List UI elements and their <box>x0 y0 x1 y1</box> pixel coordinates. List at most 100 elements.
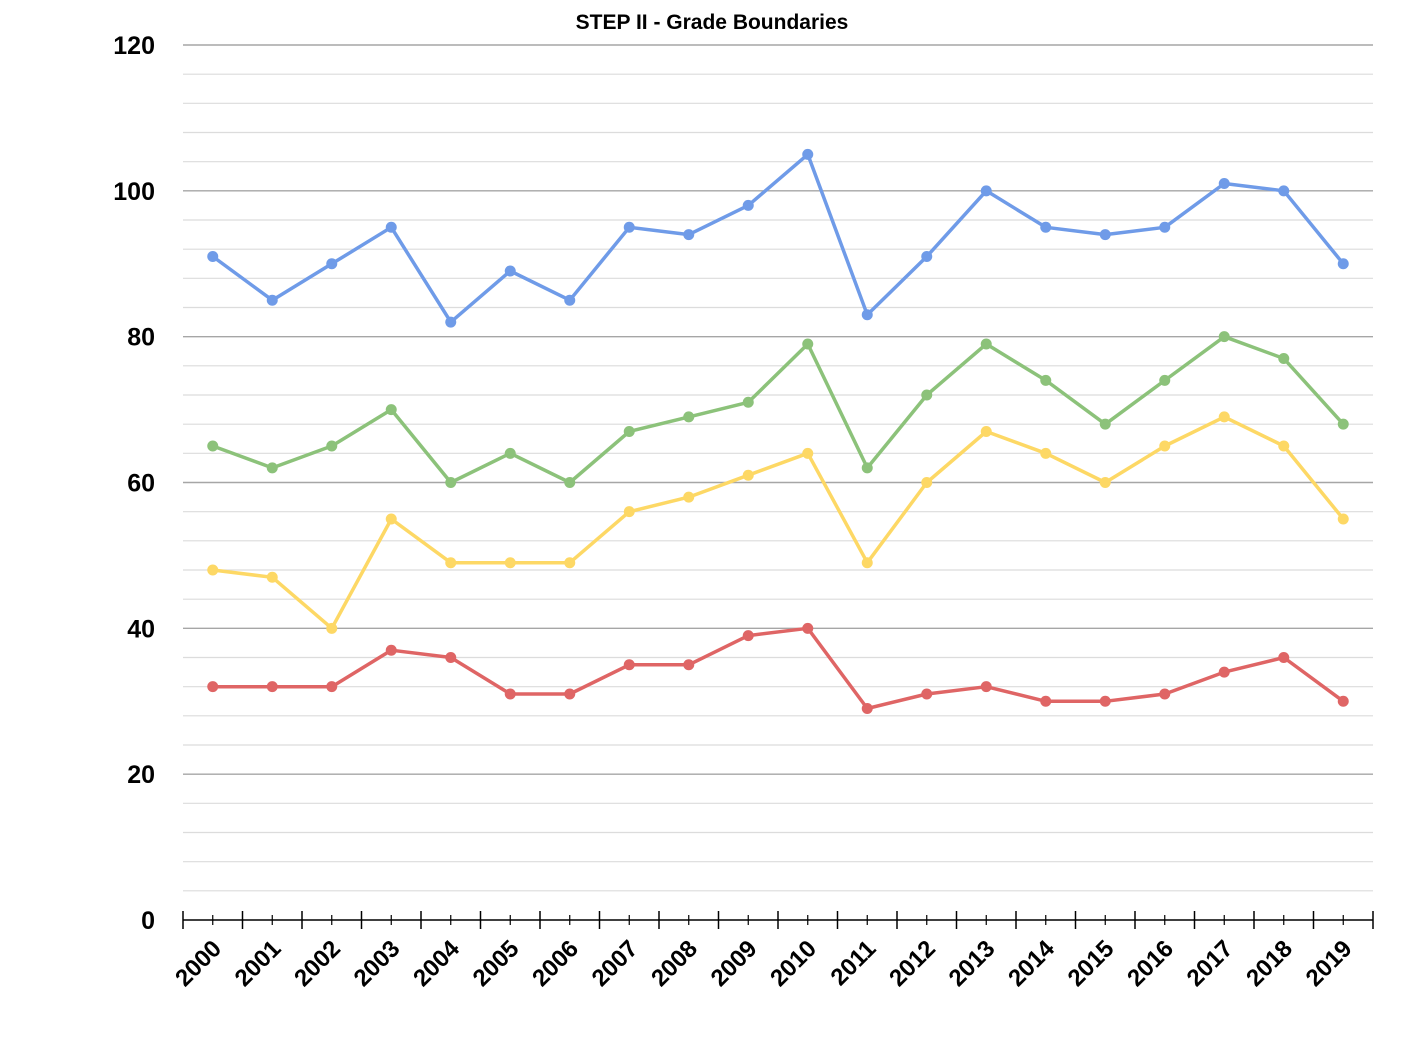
data-point <box>207 564 219 576</box>
data-point <box>385 513 397 525</box>
data-point <box>1099 695 1111 707</box>
data-point <box>266 462 278 474</box>
y-tick-label: 40 <box>127 615 155 643</box>
data-point <box>266 571 278 583</box>
data-point <box>266 294 278 306</box>
data-point <box>1278 185 1290 197</box>
data-point <box>861 703 873 715</box>
x-tick-label: 2013 <box>944 935 1001 992</box>
data-point <box>207 440 219 452</box>
data-point <box>1218 411 1230 423</box>
data-point <box>1337 513 1349 525</box>
data-point <box>564 557 576 569</box>
data-point <box>921 477 933 488</box>
x-tick-label: 2002 <box>289 935 346 992</box>
data-point <box>802 338 814 350</box>
data-point <box>1278 440 1290 452</box>
x-tick-label: 2007 <box>587 935 644 992</box>
data-point <box>980 425 992 437</box>
data-point <box>921 250 933 262</box>
x-tick-label: 2005 <box>468 935 525 992</box>
data-point <box>504 688 516 700</box>
data-point <box>623 506 635 518</box>
x-tick-label: 2019 <box>1301 935 1358 992</box>
data-point <box>683 659 695 671</box>
data-point <box>266 681 278 693</box>
data-point <box>1159 440 1171 452</box>
y-tick-label: 60 <box>127 470 155 498</box>
data-point <box>921 688 933 700</box>
data-point <box>1040 221 1052 233</box>
series-2 <box>207 331 1349 488</box>
data-point <box>1337 418 1349 430</box>
data-point <box>385 404 397 416</box>
data-point <box>1159 374 1171 386</box>
series-line <box>211 415 1346 631</box>
data-point <box>326 258 338 270</box>
x-tick-label: 2004 <box>408 935 465 992</box>
x-tick-label: 2012 <box>884 935 941 992</box>
x-tick-label: 2017 <box>1182 935 1239 992</box>
data-point <box>861 309 873 321</box>
data-point <box>683 491 695 503</box>
series-line <box>211 334 1346 485</box>
data-point <box>980 185 992 197</box>
data-point <box>564 477 576 488</box>
x-tick-label: 2001 <box>230 935 287 992</box>
data-point <box>980 338 992 350</box>
data-point <box>802 622 814 634</box>
data-point <box>1159 688 1171 700</box>
y-tick-label: 0 <box>141 907 155 935</box>
x-tick-label: 2011 <box>826 935 882 991</box>
data-point <box>326 681 338 693</box>
series-line <box>211 152 1346 324</box>
data-point <box>326 440 338 452</box>
data-point <box>504 557 516 569</box>
chart-title: STEP II - Grade Boundaries <box>575 11 849 34</box>
data-point <box>1218 331 1230 343</box>
series-line <box>211 626 1346 711</box>
data-point <box>742 630 754 642</box>
y-tick-label: 20 <box>127 761 155 789</box>
data-point <box>1159 221 1171 233</box>
series-1 <box>207 148 1349 328</box>
x-tick-label: 2000 <box>170 935 227 992</box>
x-tick-label: 2015 <box>1063 935 1120 992</box>
data-point <box>326 622 338 634</box>
x-tick-label: 2010 <box>765 935 822 992</box>
data-point <box>445 557 457 569</box>
data-point <box>1337 695 1349 707</box>
x-tick-label: 2006 <box>527 935 584 992</box>
data-point <box>564 294 576 306</box>
x-tick-label: 2018 <box>1241 935 1298 992</box>
data-point <box>504 265 516 277</box>
data-point <box>921 389 933 401</box>
data-point <box>1099 418 1111 430</box>
data-point <box>861 462 873 474</box>
x-tick-label: 2009 <box>706 935 763 992</box>
data-point <box>1218 178 1230 190</box>
y-tick-label: 120 <box>113 32 155 60</box>
data-point <box>1099 477 1111 488</box>
y-tick-label: 80 <box>127 324 155 352</box>
data-point <box>742 469 754 481</box>
data-point <box>1040 374 1052 386</box>
x-axis <box>182 911 1374 929</box>
data-point <box>207 250 219 262</box>
data-point <box>742 396 754 408</box>
data-point <box>1040 695 1052 707</box>
data-point <box>1278 353 1290 365</box>
data-point <box>623 659 635 671</box>
series-lines <box>207 148 1349 715</box>
data-point <box>623 221 635 233</box>
y-tick-label: 100 <box>113 178 155 206</box>
series-3 <box>207 411 1349 634</box>
x-axis-tick-labels: 2000 2001 2002 2003 2004 2005 2006 2007 2008 2009… <box>170 935 1357 992</box>
data-point <box>1337 258 1349 270</box>
data-point <box>980 681 992 693</box>
series-4 <box>207 622 1349 715</box>
y-axis-tick-labels: 0 20 40 60 80 100 120 <box>113 32 155 935</box>
data-point <box>802 148 814 160</box>
data-point <box>683 229 695 241</box>
